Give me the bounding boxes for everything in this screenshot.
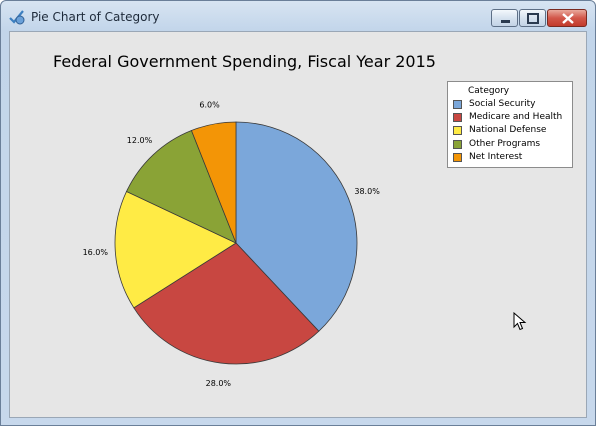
legend-swatch [453,126,462,135]
legend-item-medicare-and-health: Medicare and Health [453,112,571,124]
legend-title: Category [468,86,510,96]
close-icon [562,13,574,24]
pie-slice-medicare-and-health [133,242,320,365]
legend-item-national-defense: National Defense [453,125,571,137]
pie-slice-label: 16.0% [83,248,109,257]
title-bar[interactable]: Pie Chart of Category [1,1,595,31]
legend-swatch [453,140,462,149]
chart-area: Federal Government Spending, Fiscal Year… [9,31,587,418]
close-button[interactable] [547,9,587,27]
legend-item-net-interest: Net Interest [453,152,571,164]
legend-swatch [453,100,462,109]
legend-label: Medicare and Health [469,112,563,122]
maximize-icon [527,13,539,24]
pie-slice-label: 12.0% [127,136,153,145]
legend-label: Other Programs [469,139,541,149]
pie-slice-label: 28.0% [206,379,232,388]
legend: Category Social Security Medicare and He… [447,81,573,168]
minimize-button[interactable] [491,9,518,27]
pie-slice-label: 38.0% [354,187,380,196]
legend-item-social-security: Social Security [453,99,571,111]
minimize-icon [501,20,510,23]
legend-label: Social Security [469,99,536,109]
legend-item-other-programs: Other Programs [453,139,571,151]
chart-app-icon [9,10,25,25]
window-title: Pie Chart of Category [31,10,160,24]
pie-slice-label: 6.0% [199,100,220,109]
pie-slice-national-defense [114,190,237,309]
pie-slice-other-programs [125,129,237,244]
maximize-button[interactable] [519,9,546,27]
legend-label: Net Interest [469,152,523,162]
legend-swatch [453,153,462,162]
pie-slice-social-security [235,121,358,332]
chart-title: Federal Government Spending, Fiscal Year… [53,52,436,71]
pie-slice-net-interest [190,121,237,244]
legend-label: National Defense [469,125,547,135]
mouse-cursor-icon [513,312,527,331]
legend-swatch [453,113,462,122]
pie-chart: 38.0% 28.0% 16.0% 12.0% 6.0% [83,100,381,388]
